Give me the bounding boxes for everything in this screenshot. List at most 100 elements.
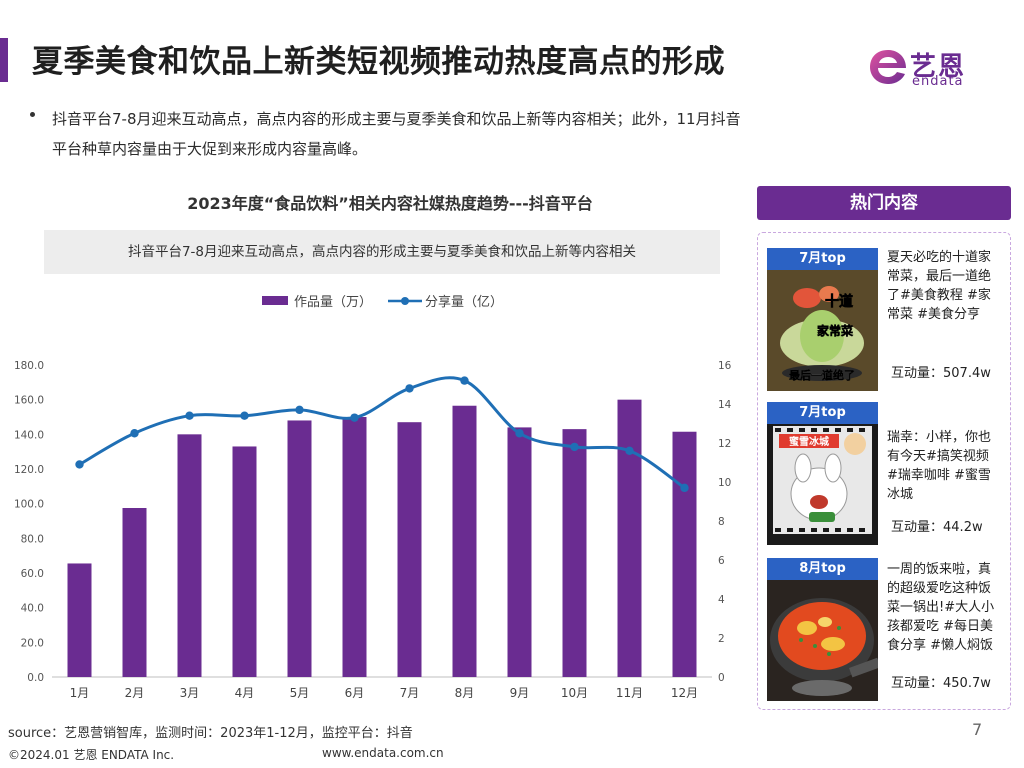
line-point-7 bbox=[405, 384, 414, 393]
metric-label: 互动量： bbox=[891, 676, 944, 691]
bar-7 bbox=[397, 422, 422, 677]
combo-chart: 0.0 20.0 40.0 60.0 80.0 100.0 120.0 140.0 160.0 1… bbox=[14, 360, 732, 700]
y-left-tick-label: 20.0 bbox=[21, 637, 44, 649]
page-number: 7 bbox=[972, 720, 983, 739]
y-axis-left: 0.0 20.0 40.0 60.0 80.0 100.0 120.0 140.0 160.0 1… bbox=[14, 360, 44, 684]
website-link[interactable]: www.endata.com.cn bbox=[322, 746, 444, 760]
bar-11 bbox=[617, 399, 642, 677]
bar-12 bbox=[672, 431, 697, 677]
y-right-tick-label: 0 bbox=[718, 672, 725, 684]
bar-2 bbox=[122, 508, 147, 677]
metric-value: 450.7w bbox=[943, 676, 991, 691]
page-title: 夏季美食和饮品上新类短视频推动热度高点的形成 bbox=[32, 44, 725, 80]
source-note: source：艺恩营销智库，监测时间：2023年1-12月，监控平台：抖音 bbox=[8, 726, 413, 741]
brand-logo: 艺恩 endata bbox=[866, 44, 996, 94]
chart-note: 抖音平台7-8月迎来互动高点，高点内容的形成主要与夏季美食和饮品上新等内容相关 bbox=[44, 230, 720, 274]
hot-content-panel bbox=[757, 232, 1011, 710]
overlay-text-mid: 家常菜 bbox=[817, 323, 853, 338]
metric-label: 互动量： bbox=[891, 520, 944, 535]
line-point-12 bbox=[680, 483, 689, 493]
x-tick-label: 11月 bbox=[616, 686, 643, 700]
x-tick-label: 8月 bbox=[455, 686, 475, 700]
y-left-tick-label: 0.0 bbox=[27, 672, 44, 684]
y-right-tick-label: 16 bbox=[718, 360, 732, 372]
hot-card-2[interactable]: 蜜雪冰城 7月top 瑞幸：小样，你也有今天#搞笑视频 #瑞幸咖啡 #蜜雪冰城 … bbox=[767, 402, 1007, 545]
y-right-tick-label: 6 bbox=[718, 555, 725, 567]
y-right-tick-label: 12 bbox=[718, 438, 731, 450]
thumbnail-2[interactable]: 蜜雪冰城 7月top bbox=[767, 402, 878, 545]
summary-text: 抖音平台7-8月迎来互动高点，高点内容的形成主要与夏季美食和饮品上新等内容相关；… bbox=[52, 104, 852, 164]
line-point-2 bbox=[130, 429, 139, 438]
line-point-9 bbox=[515, 429, 524, 438]
thumbnail-1[interactable]: 十道 家常菜 最后一道绝了 7月top bbox=[767, 248, 878, 391]
legend-swatch-line bbox=[388, 297, 422, 305]
card-metric-1: 互动量：507.4w bbox=[891, 362, 991, 381]
bar-8 bbox=[452, 405, 477, 677]
y-left-tick-label: 80.0 bbox=[21, 533, 44, 545]
bar-3 bbox=[177, 434, 202, 677]
hot-content-header: 热门内容 bbox=[757, 186, 1011, 220]
y-right-tick-label: 8 bbox=[718, 516, 725, 528]
y-axis-right: 0 2 4 6 8 10 12 14 16 bbox=[718, 360, 732, 684]
endata-logo-icon bbox=[870, 50, 906, 84]
metric-value: 507.4w bbox=[943, 366, 991, 381]
logo-text-cn: 艺恩 bbox=[910, 52, 967, 82]
legend-swatch-bar bbox=[262, 296, 288, 305]
card-text-3: 一周的饭来啦，真的超级爱吃这种饭菜一锅出!#大人小孩都爱吃 #每日美食分享 #懒… bbox=[887, 562, 995, 653]
card-text-2: 瑞幸：小样，你也有今天#搞笑视频 #瑞幸咖啡 #蜜雪冰城 bbox=[887, 430, 992, 502]
y-right-tick-label: 10 bbox=[718, 477, 731, 489]
line-point-6 bbox=[350, 413, 359, 422]
bar-1 bbox=[67, 563, 92, 677]
y-right-tick-label: 4 bbox=[718, 594, 725, 606]
bar-5 bbox=[287, 420, 312, 677]
line-point-5 bbox=[295, 405, 304, 415]
line-point-10 bbox=[570, 442, 579, 452]
title-accent-bar bbox=[0, 38, 8, 82]
x-tick-label: 6月 bbox=[345, 686, 365, 700]
bar-9 bbox=[507, 427, 532, 677]
x-tick-label: 1月 bbox=[70, 686, 90, 700]
copyright: ©2024.01 艺恩 ENDATA Inc. bbox=[8, 748, 175, 762]
y-left-tick-label: 120.0 bbox=[14, 464, 44, 476]
x-axis-labels: 1月 2月 3月 4月 5月 6月 7月 8月 9月 10月 11月 12月 bbox=[70, 686, 698, 700]
cartoon-image-2: 蜜雪冰城 bbox=[767, 402, 878, 545]
card-metric-3: 互动量：450.7w bbox=[891, 672, 991, 691]
card-tag-1: 7月top bbox=[767, 248, 878, 270]
line-point-11 bbox=[625, 446, 634, 455]
bar-10 bbox=[562, 429, 587, 677]
x-tick-label: 10月 bbox=[561, 686, 588, 700]
hot-card-3[interactable]: 8月top 一周的饭来啦，真的超级爱吃这种饭菜一锅出!#大人小孩都爱吃 #每日美… bbox=[767, 558, 1007, 701]
metric-value: 44.2w bbox=[943, 520, 983, 535]
y-left-tick-label: 60.0 bbox=[21, 568, 44, 580]
thumbnail-3[interactable]: 8月top bbox=[767, 558, 878, 701]
card-tag-2: 7月top bbox=[767, 402, 878, 424]
legend-label-line: 分享量（亿） bbox=[425, 295, 504, 310]
y-left-tick-label: 100.0 bbox=[14, 499, 44, 511]
y-left-tick-label: 180.0 bbox=[14, 360, 44, 372]
legend-label-bar: 作品量（万） bbox=[294, 295, 373, 310]
dish-image-1: 十道 家常菜 最后一道绝了 bbox=[767, 248, 878, 391]
bullet-dot bbox=[30, 112, 35, 117]
y-left-tick-label: 40.0 bbox=[21, 603, 44, 615]
overlay-text-bottom: 最后一道绝了 bbox=[789, 368, 855, 382]
card-tag-3: 8月top bbox=[767, 558, 878, 580]
rice-pot-image-3 bbox=[767, 558, 878, 701]
metric-label: 互动量： bbox=[891, 366, 944, 381]
summary-line-1: 抖音平台7-8月迎来互动高点，高点内容的形成主要与夏季美食和饮品上新等内容相关；… bbox=[52, 110, 741, 128]
y-left-tick-label: 140.0 bbox=[14, 429, 44, 441]
x-tick-label: 5月 bbox=[290, 686, 310, 700]
x-tick-label: 3月 bbox=[180, 686, 200, 700]
line-point-8 bbox=[460, 376, 469, 385]
x-tick-label: 2月 bbox=[125, 686, 145, 700]
hot-card-1[interactable]: 十道 家常菜 最后一道绝了 7月top 夏天必吃的十道家常菜，最后一道绝了#美食… bbox=[767, 248, 1007, 391]
share-line bbox=[78, 376, 686, 490]
x-tick-label: 9月 bbox=[510, 686, 530, 700]
line-point-1 bbox=[75, 460, 84, 469]
y-left-tick-label: 160.0 bbox=[14, 395, 44, 407]
x-tick-label: 12月 bbox=[671, 686, 698, 700]
line-point-3 bbox=[185, 411, 194, 420]
card-metric-2: 互动量：44.2w bbox=[891, 516, 983, 535]
y-right-tick-label: 14 bbox=[718, 399, 732, 411]
overlay-text-top: 蜜雪冰城 bbox=[789, 435, 829, 448]
bar-series bbox=[67, 399, 697, 677]
